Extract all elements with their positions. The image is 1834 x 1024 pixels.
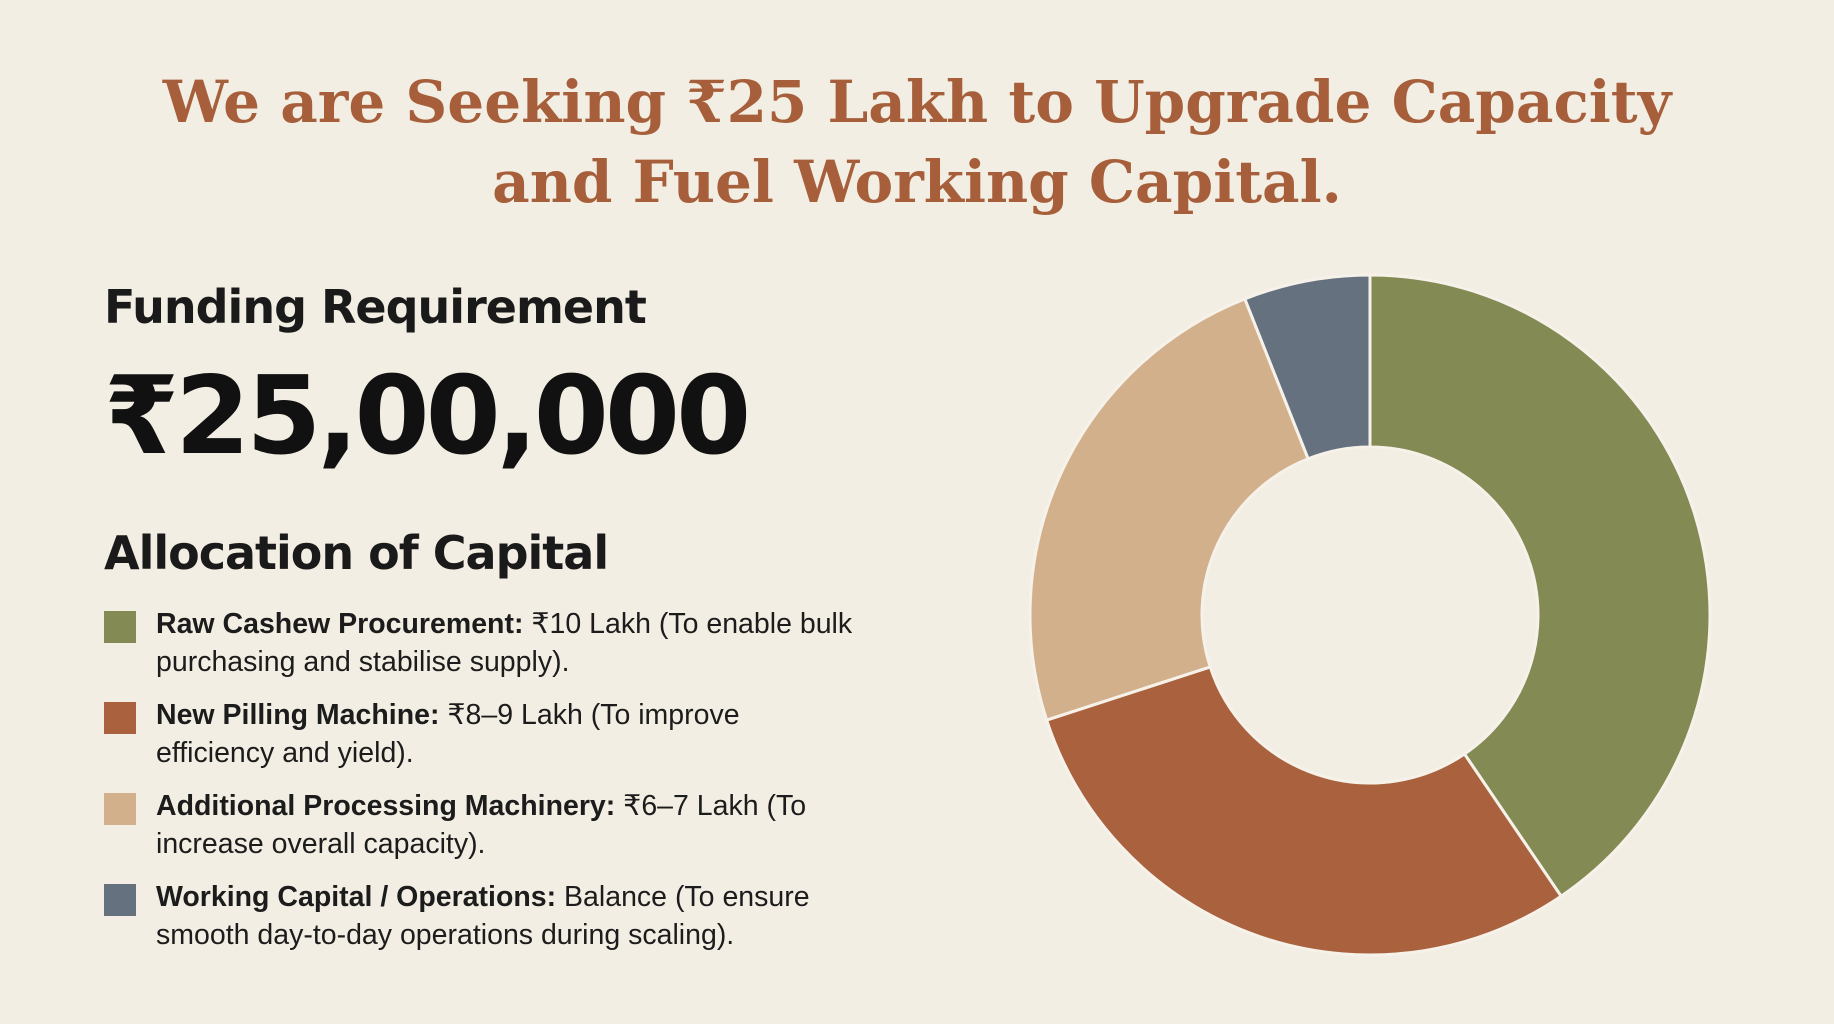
title-line-2: and Fuel Working Capital.	[492, 148, 1342, 216]
donut-slice-working-capital	[1242, 273, 1372, 461]
legend-text-raw-cashew: Raw Cashew Procurement: ₹10 Lakh (To ena…	[156, 605, 896, 681]
legend-swatch-processing-machinery	[104, 793, 136, 825]
legend-label: New Pilling Machine:	[156, 699, 440, 731]
legend-text-pilling-machine: New Pilling Machine: ₹8–9 Lakh (To impro…	[156, 696, 896, 772]
legend-detail: ₹6–7 Lakh (To	[615, 790, 807, 822]
allocation-heading: Allocation of Capital	[104, 526, 609, 580]
funding-amount: ₹25,00,000	[104, 354, 751, 479]
legend-detail-line2: smooth day-to-day operations during scal…	[156, 919, 735, 951]
legend-detail: ₹8–9 Lakh (To improve	[439, 699, 740, 731]
funding-heading: Funding Requirement	[104, 280, 647, 334]
legend-detail-line2: increase overall capacity).	[156, 828, 486, 860]
legend-text-working-capital: Working Capital / Operations: Balance (T…	[156, 878, 896, 954]
page-title: We are Seeking ₹25 Lakh to Upgrade Capac…	[0, 62, 1834, 222]
donut-slice-processing-machinery	[1028, 296, 1311, 722]
legend-text-processing-machinery: Additional Processing Machinery: ₹6–7 La…	[156, 787, 896, 863]
legend-detail: ₹10 Lakh (To enable bulk	[523, 608, 853, 640]
legend-label: Raw Cashew Procurement:	[156, 608, 524, 640]
legend-detail-line2: purchasing and stabilise supply).	[156, 646, 570, 678]
legend-swatch-working-capital	[104, 884, 136, 916]
legend-swatch-raw-cashew	[104, 611, 136, 643]
legend-swatch-pilling-machine	[104, 702, 136, 734]
legend-label: Additional Processing Machinery:	[156, 790, 616, 822]
donut-slice-raw-cashew	[1368, 273, 1712, 899]
legend-detail-line2: efficiency and yield).	[156, 737, 414, 769]
donut-chart-container	[1020, 265, 1720, 965]
legend-detail: Balance (To ensure	[556, 881, 810, 913]
donut-chart	[1028, 273, 1712, 957]
title-line-1: We are Seeking ₹25 Lakh to Upgrade Capac…	[162, 68, 1672, 136]
legend-label: Working Capital / Operations:	[156, 881, 557, 913]
donut-slice-pilling-machine	[1044, 665, 1564, 957]
